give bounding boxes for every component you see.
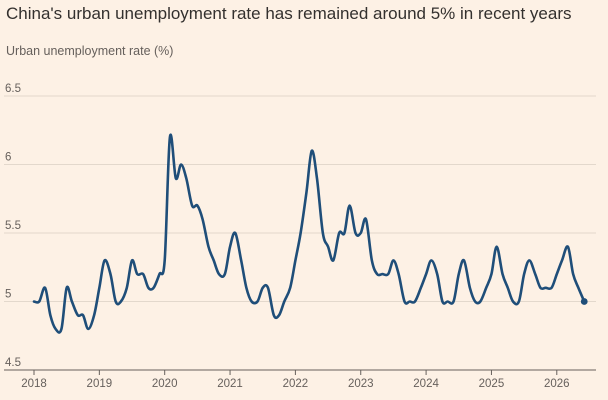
x-tick-label: 2021 <box>217 378 243 390</box>
x-tick-label: 2020 <box>152 378 178 390</box>
y-tick-label: 6.5 <box>5 83 21 95</box>
x-tick-label: 2025 <box>479 378 505 390</box>
chart-title: China's urban unemployment rate has rema… <box>6 4 572 23</box>
y-tick-label: 5.5 <box>5 220 21 232</box>
y-tick-label: 6 <box>5 152 11 164</box>
y-tick-label: 4.5 <box>5 357 21 369</box>
last-point-marker <box>580 298 588 305</box>
x-tick-label: 2026 <box>544 378 570 390</box>
series-line <box>32 133 586 334</box>
y-tick-label: 5 <box>5 289 11 301</box>
x-tick-label: 2022 <box>283 378 309 390</box>
x-tick-label: 2018 <box>21 378 47 390</box>
x-tick-label: 2024 <box>413 378 439 390</box>
x-tick-label: 2019 <box>87 378 113 390</box>
x-tick-label: 2023 <box>348 378 374 390</box>
y-axis-label: Urban unemployment rate (%) <box>6 44 174 58</box>
